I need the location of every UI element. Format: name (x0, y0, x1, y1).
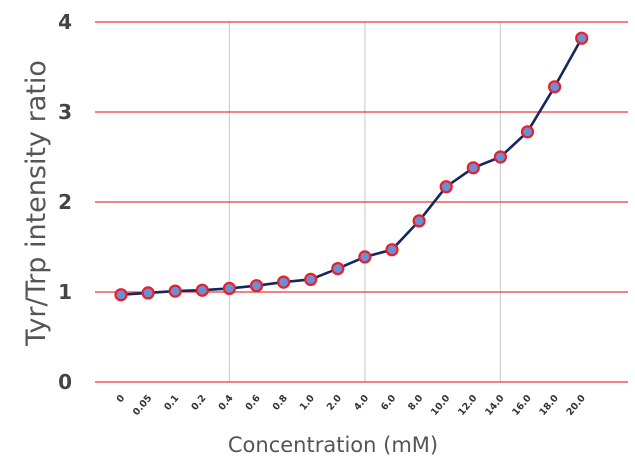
data-point (304, 272, 318, 286)
y-tick-label: 0 (58, 370, 72, 394)
x-tick-label: 0.4 (216, 393, 235, 413)
x-tick-label: 0.05 (131, 393, 155, 418)
data-point (439, 180, 453, 194)
x-tick-label: 4.0 (352, 393, 371, 413)
data-point (493, 150, 507, 164)
data-point (547, 80, 562, 94)
horizontal-gridlines (95, 21, 628, 383)
data-point (277, 275, 291, 289)
data-point (114, 288, 128, 302)
x-tick-label: 18.0 (537, 393, 561, 418)
data-point (141, 286, 155, 300)
y-tick-label: 1 (58, 280, 72, 304)
x-tick-label: 0.1 (162, 393, 181, 413)
x-tick-label: 16.0 (510, 393, 534, 418)
x-tick-label: 6.0 (379, 393, 398, 413)
x-tick-label: 8.0 (406, 393, 425, 413)
x-tick-label: 2.0 (325, 393, 344, 413)
series-group (114, 31, 589, 302)
data-point (575, 31, 589, 45)
data-point (222, 281, 236, 295)
data-point (358, 250, 372, 264)
data-point (195, 283, 209, 297)
data-point (249, 279, 264, 293)
data-point (466, 161, 480, 175)
x-tick-label: 20.0 (564, 393, 588, 418)
series-line (120, 37, 583, 296)
y-tick-labels: 0 1 2 3 4 (58, 10, 72, 394)
data-point (520, 125, 535, 139)
data-point (385, 243, 399, 257)
data-point (168, 284, 182, 298)
x-tick-label: 0.2 (189, 393, 208, 413)
x-tick-label: 14.0 (483, 393, 507, 418)
x-tick-label: 0.8 (271, 393, 290, 413)
x-tick-label: 0.6 (244, 393, 263, 413)
data-point (331, 262, 345, 276)
x-tick-label: 12.0 (456, 393, 480, 418)
x-tick-label: 0 (115, 393, 128, 405)
y-tick-label: 4 (58, 10, 72, 34)
y-tick-label: 3 (58, 100, 72, 124)
x-tick-label: 1.0 (298, 393, 317, 413)
y-axis-label: Tyr/Trp intensity ratio (21, 60, 52, 347)
x-axis-label: Concentration (mM) (228, 433, 438, 457)
y-tick-label: 2 (58, 190, 72, 214)
data-point (412, 214, 426, 228)
x-tick-label: 10.0 (429, 393, 453, 418)
x-tick-labels: 0 0.05 0.1 0.2 0.4 0.6 0.8 1.0 2.0 4.0 6.0 8.0 10.0 1… (115, 393, 589, 418)
